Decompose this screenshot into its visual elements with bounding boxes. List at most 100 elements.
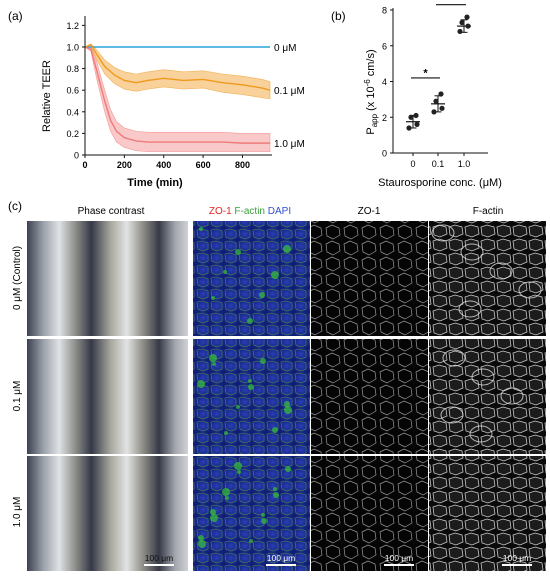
factin-image: [429, 339, 546, 454]
papp-point: [465, 23, 471, 29]
papp-point: [457, 28, 463, 35]
teer-y-tick-label: 0.4: [66, 107, 79, 117]
papp-y-axis-label: Papp (x 10-6 cm/s): [363, 49, 379, 134]
papp-significance: *********: [411, 0, 466, 79]
papp-x-tick-label: 0: [410, 159, 415, 169]
scale-bar-label: 100 μm: [267, 553, 296, 563]
papp-y-tick-label: 2: [382, 113, 387, 123]
papp-x-tick-label: 1.0: [458, 159, 471, 169]
papp-y-tick-label: 8: [382, 6, 387, 16]
scale-bar-label: 100 μm: [385, 553, 414, 563]
phase-contrast-image: [27, 339, 188, 454]
papp-y-tick-label: 0: [382, 149, 387, 159]
factin-spot: [222, 488, 230, 496]
papp-point: [408, 114, 414, 120]
factin-spot: [237, 470, 241, 474]
cell-cluster: [431, 224, 455, 242]
factin-spot: [236, 405, 240, 409]
factin-spot: [273, 487, 277, 491]
factin-spot: [248, 384, 254, 390]
teer-lines: [84, 43, 271, 144]
header-zo1-part: ZO-1: [209, 206, 232, 217]
papp-axes: [392, 8, 488, 154]
factin-spot: [272, 427, 278, 433]
teer-series-label-2: 1.0 μM: [274, 139, 305, 150]
teer-x-ticks: 0 200 400 600 800: [82, 155, 250, 170]
factin-spot: [234, 462, 242, 470]
teer-line-2: [84, 46, 271, 144]
column-header-phase-contrast: Phase contrast: [78, 206, 145, 217]
papp-y-ticks: 0 2 4 6 8: [382, 6, 393, 159]
cell-cluster: [518, 281, 542, 299]
cell-cluster: [442, 349, 466, 367]
factin-spot: [198, 535, 204, 541]
papp-y-label-p: P: [365, 127, 377, 134]
factin-spot: [225, 496, 229, 500]
factin-spot: [224, 431, 228, 435]
phase-contrast-image: [27, 221, 188, 336]
factin-spot: [198, 540, 206, 548]
factin-spot: [271, 271, 279, 279]
cell-cluster: [469, 425, 493, 443]
zo1-image: [311, 339, 428, 454]
factin-spot: [261, 518, 267, 524]
column-header-factin: F-actin: [473, 206, 504, 217]
factin-spot: [259, 292, 265, 298]
factin-spot: [211, 296, 215, 300]
teer-x-tick-label: 200: [117, 160, 132, 170]
papp-point: [459, 19, 465, 26]
factin-spot: [261, 513, 265, 517]
papp-point: [431, 109, 437, 115]
teer-y-tick-label: 0.2: [66, 129, 79, 139]
teer-y-axis-label: Relative TEER: [41, 60, 53, 132]
teer-y-tick-label: 0: [74, 151, 79, 161]
factin-image: [429, 221, 546, 336]
teer-series-labels: 0 μM 0.1 μM 1.0 μM: [274, 43, 305, 150]
zo1-image: [311, 456, 428, 571]
factin-spot: [283, 245, 291, 253]
scale-bar-label: 100 μm: [503, 553, 532, 563]
teer-x-tick-label: 800: [235, 160, 250, 170]
papp-y-label-sub: app: [370, 113, 379, 127]
teer-x-tick-label: 600: [196, 160, 211, 170]
factin-spot: [199, 227, 203, 231]
teer-y-tick-label: 1.2: [66, 21, 79, 31]
zo1-image: [311, 221, 428, 336]
row-label-1-0: 1.0 μM: [12, 497, 23, 528]
papp-y-tick-label: 4: [382, 77, 387, 87]
merged-fluorescence-image: [193, 221, 310, 336]
teer-y-tick-label: 0.6: [66, 86, 79, 96]
factin-spot: [284, 406, 292, 414]
teer-y-tick-label: 0.8: [66, 64, 79, 74]
panel-label-c: (c): [8, 199, 22, 213]
cell-cluster: [440, 406, 464, 424]
teer-band-1: [84, 43, 271, 100]
papp-point: [464, 14, 470, 20]
factin-spot: [260, 358, 266, 364]
factin-spot: [212, 362, 216, 366]
papp-y-label-exp: -6: [363, 79, 372, 87]
factin-spot: [273, 492, 279, 498]
factin-spot: [248, 379, 252, 383]
teer-y-tick-label: 1.0: [66, 43, 79, 53]
papp-points: [406, 14, 471, 131]
papp-y-label-rest: (x 10: [365, 86, 377, 114]
cell-cluster: [500, 387, 524, 405]
header-dapi-part: DAPI: [265, 206, 291, 217]
papp-sig-label: ****: [442, 0, 460, 6]
papp-y-tick-label: 6: [382, 41, 387, 51]
teer-bands: [84, 43, 271, 153]
column-header-zo1: ZO-1: [358, 206, 381, 217]
papp-point: [438, 91, 444, 97]
factin-spot: [209, 354, 217, 362]
papp-point: [439, 105, 445, 111]
micrograph-grid: 100 μm 100 μm 100 μm 100 μm: [27, 221, 546, 571]
papp-point: [406, 125, 412, 131]
factin-spot: [285, 466, 291, 472]
panel-a-chart: (a) 0 0.2 0.4 0.6 0.8 1.0 1.2 0 200 400 600 800 0 …: [8, 9, 305, 189]
teer-x-axis-label: Time (min): [127, 177, 183, 189]
papp-point: [433, 98, 439, 104]
row-label-0-1: 0.1 μM: [12, 381, 23, 412]
